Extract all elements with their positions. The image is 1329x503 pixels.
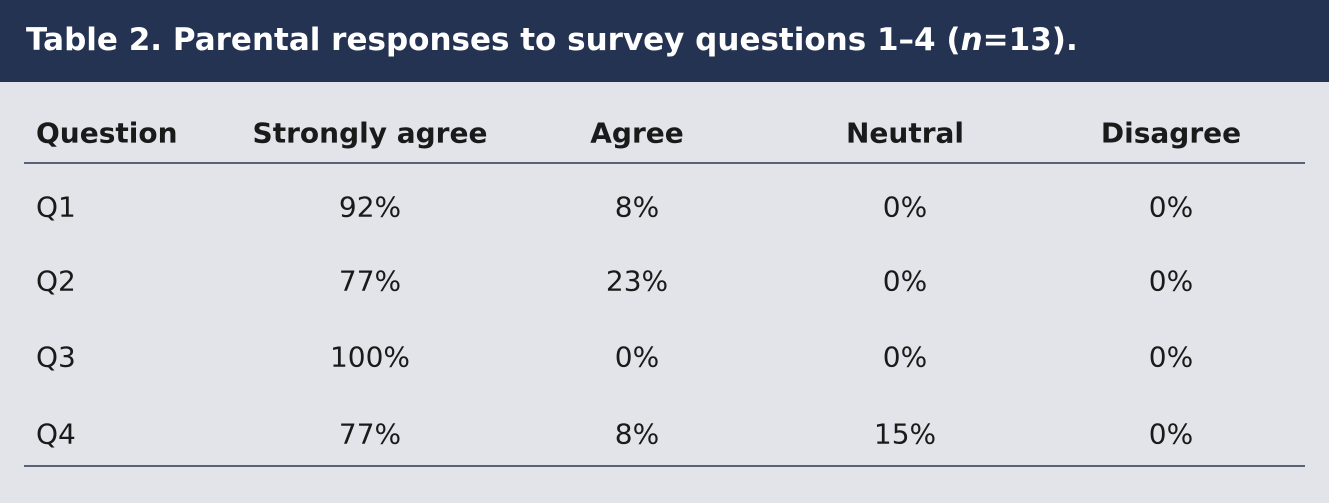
row-label: Q1 bbox=[36, 190, 76, 224]
header-rule bbox=[24, 162, 1305, 164]
table-cell: 0% bbox=[1148, 417, 1194, 451]
bottom-rule bbox=[24, 465, 1305, 467]
table-cell: 0% bbox=[1148, 264, 1194, 298]
column-header: Strongly agree bbox=[252, 116, 488, 150]
row-label: Q3 bbox=[36, 340, 76, 374]
table-cell: 100% bbox=[329, 340, 411, 374]
row-label: Q4 bbox=[36, 417, 76, 451]
table-cell: 77% bbox=[338, 264, 402, 298]
table-cell: 0% bbox=[882, 264, 928, 298]
title-text: Table 2. Parental responses to survey qu… bbox=[26, 22, 961, 58]
table-cell: 0% bbox=[882, 190, 928, 224]
table-cell: 77% bbox=[338, 417, 402, 451]
title-text: =13). bbox=[982, 22, 1078, 58]
title-bar bbox=[0, 0, 1329, 82]
table-cell: 92% bbox=[338, 190, 402, 224]
table-cell: 8% bbox=[614, 417, 660, 451]
table-cell: 0% bbox=[614, 340, 660, 374]
table-cell: 0% bbox=[882, 340, 928, 374]
column-header: Question bbox=[36, 116, 178, 150]
table-cell: 15% bbox=[873, 417, 937, 451]
table-cell: 23% bbox=[605, 264, 669, 298]
table-cell: 0% bbox=[1148, 340, 1194, 374]
column-header: Agree bbox=[590, 116, 684, 150]
column-header: Disagree bbox=[1100, 116, 1242, 150]
column-header: Neutral bbox=[845, 116, 965, 150]
table-cell: 0% bbox=[1148, 190, 1194, 224]
table-cell: 8% bbox=[614, 190, 660, 224]
table-title: Table 2. Parental responses to survey qu… bbox=[26, 22, 1078, 58]
row-label: Q2 bbox=[36, 264, 76, 298]
title-italic: n bbox=[960, 22, 983, 58]
